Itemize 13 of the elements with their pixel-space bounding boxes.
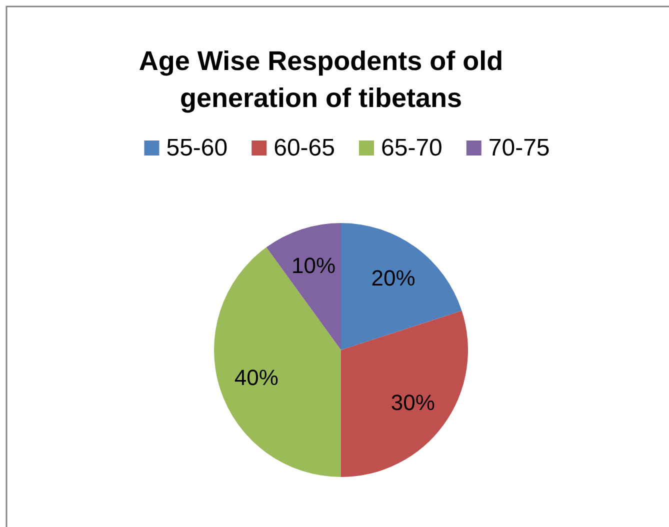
- data-label: 40%: [234, 364, 278, 390]
- legend-label: 55-60: [166, 134, 228, 162]
- legend-label: 60-65: [274, 134, 336, 162]
- pie-slice: [266, 223, 341, 350]
- legend-label: 70-75: [488, 134, 550, 162]
- data-label: 30%: [390, 390, 435, 415]
- pie-slice: [214, 247, 341, 477]
- legend-label: 65-70: [381, 134, 442, 162]
- chart-title: Age Wise Respodents of old generation of tibetans: [138, 46, 504, 113]
- data-label: 20%: [371, 266, 416, 291]
- data-label: 10%: [292, 252, 336, 278]
- pie-slice: [341, 223, 462, 350]
- pie-slice: [341, 310, 468, 477]
